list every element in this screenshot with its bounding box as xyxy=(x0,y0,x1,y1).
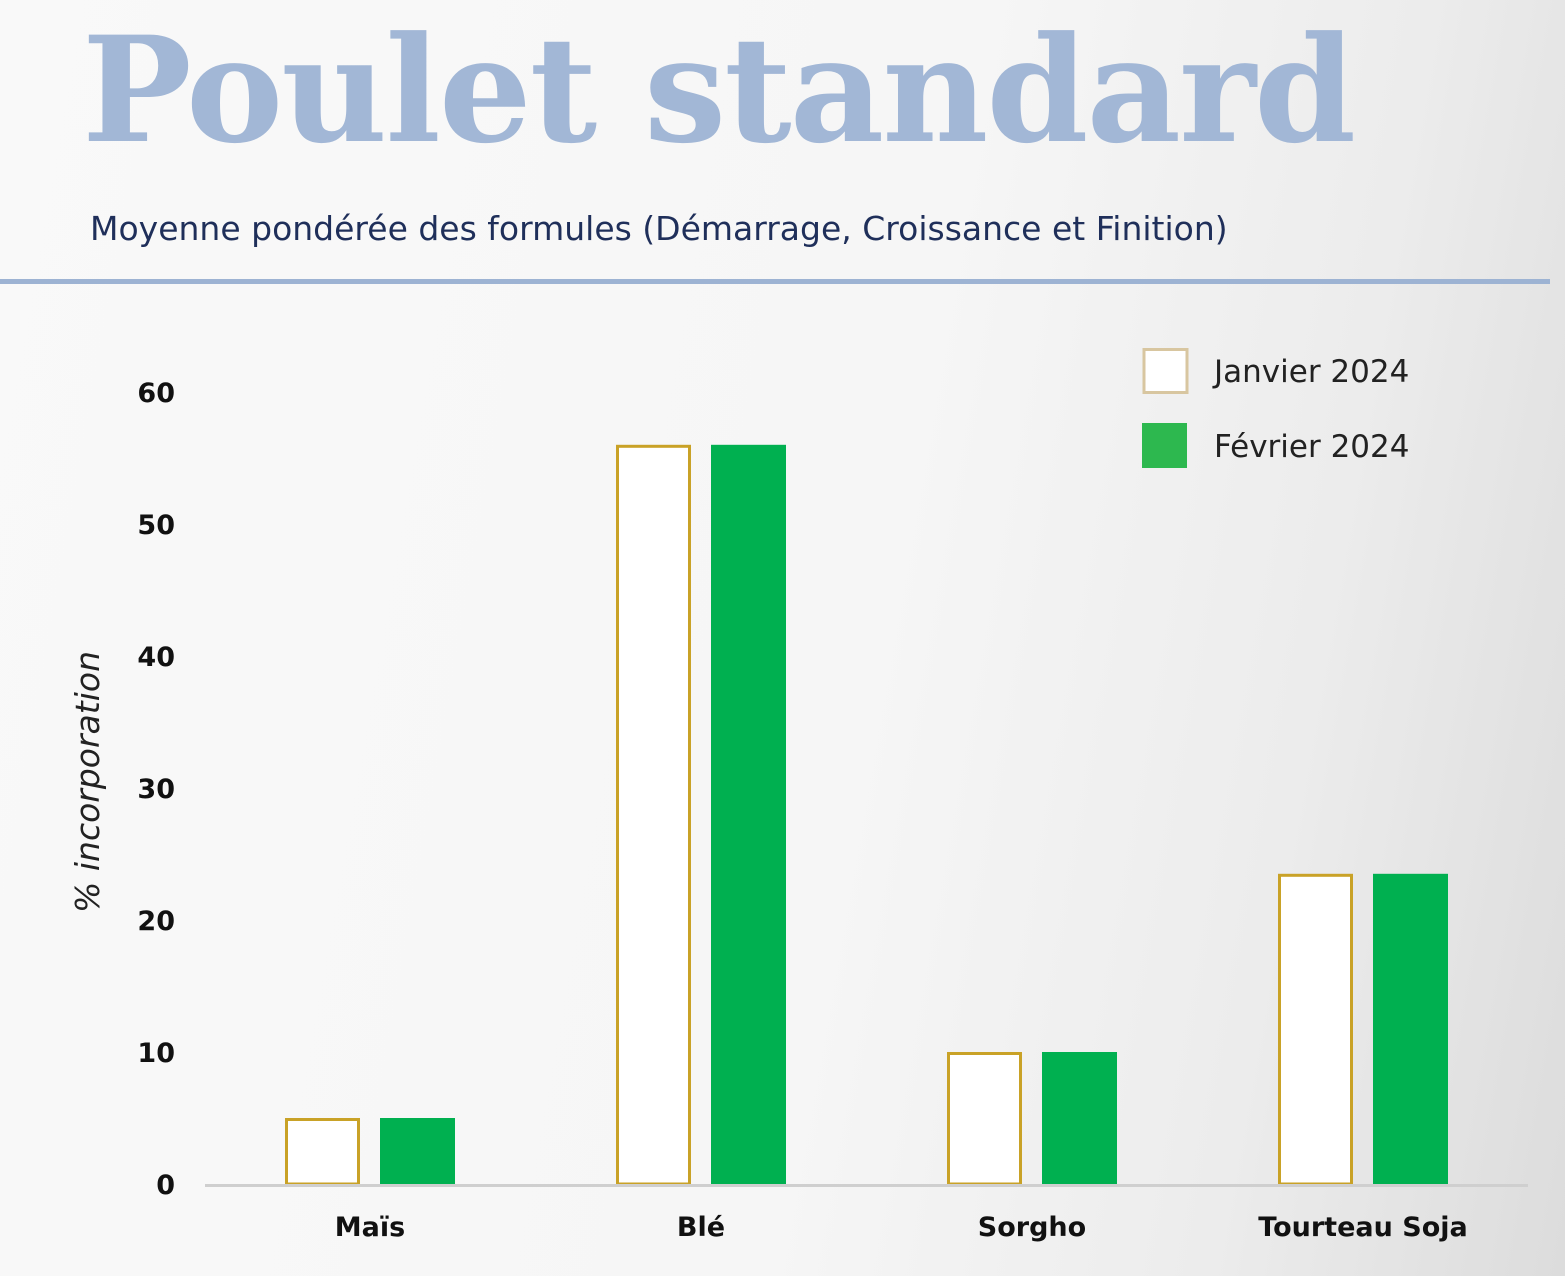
chart-title: Poulet standard xyxy=(82,5,1356,176)
bar-fevrier-3 xyxy=(1373,873,1448,1184)
x-tick-label: Maïs xyxy=(335,1212,405,1243)
bars-group xyxy=(285,444,1448,1186)
legend: Janvier 2024 Février 2024 xyxy=(1142,348,1409,468)
y-tick-label: 40 xyxy=(137,642,175,673)
y-axis-label: % incorporation xyxy=(68,651,107,913)
y-tick-label: 0 xyxy=(156,1170,175,1201)
y-tick-label: 50 xyxy=(137,510,175,541)
bar-janvier-0 xyxy=(285,1118,360,1186)
bar-fevrier-2 xyxy=(1042,1052,1117,1184)
chart-subtitle: Moyenne pondérée des formules (Démarrage… xyxy=(90,209,1228,248)
x-tick-label: Blé xyxy=(677,1212,725,1243)
x-axis: Maïs Blé Sorgho Tourteau Soja xyxy=(205,1184,1528,1243)
legend-swatch-fevrier xyxy=(1142,423,1187,468)
y-tick-label: 30 xyxy=(137,774,175,805)
legend-swatch-janvier xyxy=(1142,348,1189,394)
bar-fevrier-1 xyxy=(711,444,786,1184)
y-tick-label: 10 xyxy=(137,1038,175,1069)
x-tick-label: Sorgho xyxy=(978,1212,1086,1243)
bar-fevrier-0 xyxy=(380,1118,455,1184)
y-axis: 0 10 20 30 40 50 60 xyxy=(137,378,175,1201)
legend-label: Janvier 2024 xyxy=(1212,354,1409,390)
y-tick-label: 60 xyxy=(137,378,175,409)
y-tick-label: 20 xyxy=(137,906,175,937)
legend-label: Février 2024 xyxy=(1214,429,1409,465)
bar-janvier-2 xyxy=(947,1052,1022,1186)
x-tick-label: Tourteau Soja xyxy=(1258,1212,1467,1243)
header-divider xyxy=(0,279,1550,284)
bar-janvier-3 xyxy=(1278,873,1353,1186)
bar-janvier-1 xyxy=(616,444,691,1186)
